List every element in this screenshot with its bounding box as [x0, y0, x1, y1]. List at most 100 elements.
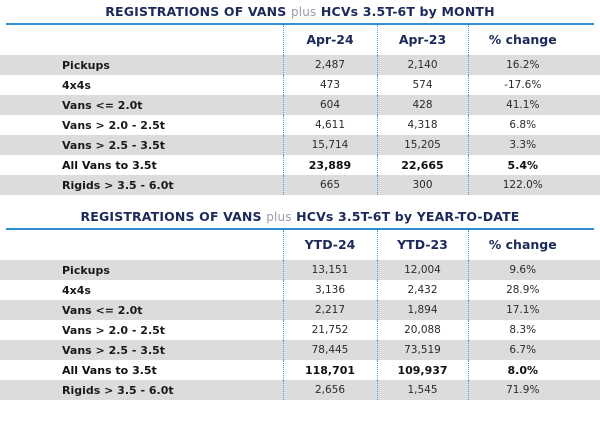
row-value-change: 6.7%	[467, 340, 577, 360]
row-value-change: 6.8%	[467, 115, 577, 135]
table-row: Vans <= 2.0t 2,217 1,894 17.1%	[0, 300, 600, 320]
row-pad	[577, 135, 600, 155]
row-pad	[577, 55, 600, 75]
row-pad	[577, 380, 600, 400]
row-value-previous: 109,937	[376, 360, 468, 380]
row-value-current: 665	[282, 175, 377, 195]
ytd-col-header-pad	[577, 230, 600, 260]
row-value-previous: 12,004	[376, 260, 468, 280]
ytd-table-head: YTD-24 YTD-23 % change	[0, 230, 600, 260]
table-row-total: All Vans to 3.5t 23,889 22,665 5.4%	[0, 155, 600, 175]
table-row: Pickups 2,487 2,140 16.2%	[0, 55, 600, 75]
table-row: 4x4s 473 574 -17.6%	[0, 75, 600, 95]
row-value-previous: 428	[376, 95, 468, 115]
row-value-previous: 1,894	[376, 300, 468, 320]
month-col-header-apr23: Apr-23	[376, 25, 468, 55]
ytd-col-header-ytd23: YTD-23	[376, 230, 468, 260]
row-value-previous: 73,519	[376, 340, 468, 360]
table-row: Rigids > 3.5 - 6.0t 2,656 1,545 71.9%	[0, 380, 600, 400]
table-row: Rigids > 3.5 - 6.0t 665 300 122.0%	[0, 175, 600, 195]
month-title-divider	[6, 23, 594, 25]
row-label: All Vans to 3.5t	[0, 360, 283, 380]
table-row-total: All Vans to 3.5t 118,701 109,937 8.0%	[0, 360, 600, 380]
row-value-change: 9.6%	[467, 260, 577, 280]
row-pad	[577, 115, 600, 135]
row-pad	[577, 300, 600, 320]
row-pad	[577, 280, 600, 300]
row-pad	[577, 360, 600, 380]
row-label: Vans <= 2.0t	[0, 95, 283, 115]
ytd-title-divider	[6, 228, 594, 230]
row-value-change: 41.1%	[467, 95, 577, 115]
row-value-current: 473	[282, 75, 377, 95]
month-col-header-apr24: Apr-24	[282, 25, 377, 55]
row-value-change: 71.9%	[467, 380, 577, 400]
row-value-current: 23,889	[282, 155, 377, 175]
row-label: Vans <= 2.0t	[0, 300, 283, 320]
row-label: Vans > 2.5 - 3.5t	[0, 340, 283, 360]
table-row: Vans > 2.0 - 2.5t 21,752 20,088 8.3%	[0, 320, 600, 340]
row-value-previous: 300	[376, 175, 468, 195]
row-value-previous: 20,088	[376, 320, 468, 340]
row-value-change: 8.3%	[467, 320, 577, 340]
row-value-change: 5.4%	[467, 155, 577, 175]
ytd-title-part1: REGISTRATIONS OF VANS	[80, 209, 262, 224]
row-value-previous: 4,318	[376, 115, 468, 135]
table-row: Vans > 2.5 - 3.5t 15,714 15,205 3.3%	[0, 135, 600, 155]
month-table-title: REGISTRATIONS OF VANS plus HCVs 3.5T-6T …	[0, 0, 600, 23]
row-pad	[577, 320, 600, 340]
row-label: Vans > 2.5 - 3.5t	[0, 135, 283, 155]
row-pad	[577, 340, 600, 360]
row-pad	[577, 75, 600, 95]
table-row: Vans > 2.0 - 2.5t 4,611 4,318 6.8%	[0, 115, 600, 135]
row-label: Vans > 2.0 - 2.5t	[0, 320, 283, 340]
row-value-current: 604	[282, 95, 377, 115]
month-header-row: Apr-24 Apr-23 % change	[0, 25, 600, 55]
ytd-table-body: Pickups 13,151 12,004 9.6% 4x4s 3,136 2,…	[0, 260, 600, 400]
row-value-change: -17.6%	[467, 75, 577, 95]
row-pad	[577, 175, 600, 195]
row-value-current: 78,445	[282, 340, 377, 360]
row-value-change: 16.2%	[467, 55, 577, 75]
row-label: Pickups	[0, 260, 283, 280]
row-value-change: 3.3%	[467, 135, 577, 155]
row-label: All Vans to 3.5t	[0, 155, 283, 175]
row-value-previous: 574	[376, 75, 468, 95]
row-label: 4x4s	[0, 280, 283, 300]
row-value-current: 2,656	[282, 380, 377, 400]
month-table-body: Pickups 2,487 2,140 16.2% 4x4s 473 574 -…	[0, 55, 600, 195]
month-title-part2: HCVs 3.5T-6T by MONTH	[320, 4, 495, 19]
month-title-part1: REGISTRATIONS OF VANS	[105, 4, 287, 19]
ytd-registrations-table: YTD-24 YTD-23 % change Pickups 13,151 12…	[0, 230, 600, 400]
row-value-change: 8.0%	[467, 360, 577, 380]
row-value-current: 4,611	[282, 115, 377, 135]
month-col-header-change: % change	[467, 25, 577, 55]
row-label: 4x4s	[0, 75, 283, 95]
row-value-current: 2,487	[282, 55, 377, 75]
row-value-change: 17.1%	[467, 300, 577, 320]
row-label: Vans > 2.0 - 2.5t	[0, 115, 283, 135]
month-table-head: Apr-24 Apr-23 % change	[0, 25, 600, 55]
month-col-header-pad	[577, 25, 600, 55]
row-value-previous: 1,545	[376, 380, 468, 400]
row-label: Rigids > 3.5 - 6.0t	[0, 380, 283, 400]
month-table-block: REGISTRATIONS OF VANS plus HCVs 3.5T-6T …	[0, 0, 600, 195]
row-value-previous: 2,140	[376, 55, 468, 75]
table-row: Vans <= 2.0t 604 428 41.1%	[0, 95, 600, 115]
ytd-col-header-category	[0, 230, 283, 260]
ytd-header-row: YTD-24 YTD-23 % change	[0, 230, 600, 260]
row-label: Rigids > 3.5 - 6.0t	[0, 175, 283, 195]
row-pad	[577, 95, 600, 115]
row-value-current: 118,701	[282, 360, 377, 380]
ytd-col-header-change: % change	[467, 230, 577, 260]
table-row: 4x4s 3,136 2,432 28.9%	[0, 280, 600, 300]
row-value-previous: 22,665	[376, 155, 468, 175]
row-value-change: 28.9%	[467, 280, 577, 300]
ytd-title-part2: HCVs 3.5T-6T by YEAR-TO-DATE	[296, 209, 520, 224]
row-value-current: 13,151	[282, 260, 377, 280]
row-label: Pickups	[0, 55, 283, 75]
row-value-current: 15,714	[282, 135, 377, 155]
ytd-col-header-ytd24: YTD-24	[282, 230, 377, 260]
row-value-current: 2,217	[282, 300, 377, 320]
